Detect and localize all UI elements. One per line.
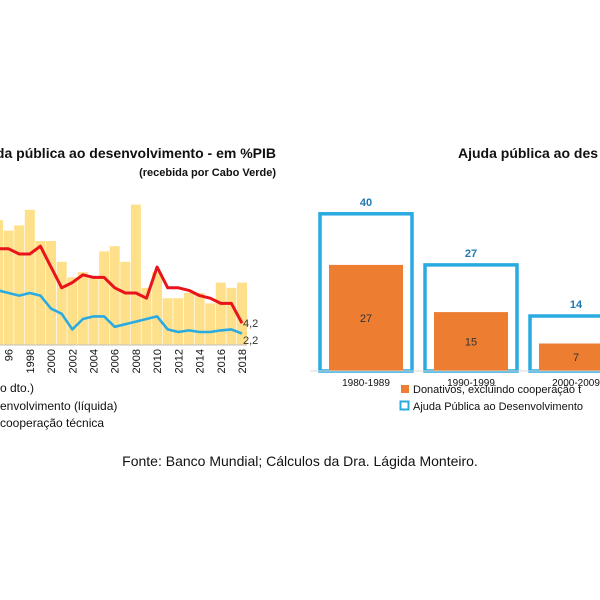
area-bar-2000 xyxy=(46,241,56,345)
x-tick-label-2010: 2010 xyxy=(152,349,164,373)
left-line-series xyxy=(0,244,244,335)
left-chart-title: Ajuda pública ao desenvolvimento - em %P… xyxy=(0,145,276,161)
right-chart: Ajuda pública ao des 40 27 27 15 14 7 1980-19… xyxy=(310,145,600,413)
area-bar-2015 xyxy=(205,303,216,345)
blue-series-line xyxy=(0,289,243,335)
area-bar-1995 xyxy=(0,220,3,345)
area-bar-2004 xyxy=(88,277,99,345)
left-area-series xyxy=(0,204,247,345)
apd-value-label: 27 xyxy=(465,248,477,260)
area-bar-2009 xyxy=(141,287,152,345)
area-bar-2014 xyxy=(194,293,205,345)
source-note: Fonte: Banco Mundial; Cálculos da Dra. L… xyxy=(122,453,478,469)
end-label-red: 4,2 xyxy=(243,318,258,330)
area-bar-2018 xyxy=(237,282,247,345)
area-bar-1997 xyxy=(14,225,25,345)
x-tick-label-1998: 1998 xyxy=(25,349,37,373)
x-tick-label-2004: 2004 xyxy=(89,349,101,373)
area-bar-2016 xyxy=(215,282,226,345)
area-bar-2005 xyxy=(99,251,110,345)
x-tick-label-2016: 2016 xyxy=(216,349,228,373)
left-legend-item-1: o dto.) xyxy=(0,381,34,395)
area-bar-2012 xyxy=(173,298,184,345)
left-legend-item-2: envolvimento (líquida) xyxy=(0,399,117,413)
right-legend: Donativos, excluindo cooperação t Ajuda … xyxy=(399,384,583,413)
right-legend-item-2: Ajuda Pública ao Desenvolvimento xyxy=(413,401,583,413)
x-tick-label-2018: 2018 xyxy=(237,349,249,373)
area-bar-1999 xyxy=(35,241,46,345)
category-label-1980-1989: 1980-1989 xyxy=(342,378,390,389)
x-tick-label-2014: 2014 xyxy=(195,349,207,373)
area-bar-2002 xyxy=(67,277,78,345)
area-bar-2008 xyxy=(130,204,141,345)
right-legend-item-1: Donativos, excluindo cooperação t xyxy=(413,384,581,396)
left-chart-subtitle: (recebida por Cabo Verde) xyxy=(139,167,276,179)
donativos-bar-1990-1999 xyxy=(434,312,508,372)
donativos-bar-1980-1989 xyxy=(329,264,403,371)
apd-value-label: 40 xyxy=(360,197,372,209)
donativos-bar-2000-2009 xyxy=(539,343,600,371)
left-x-tick-labels: 96 1998 2000 2002 2004 2006 2008 2010 2012 2014 20… xyxy=(4,349,249,373)
area-bar-2006 xyxy=(109,246,120,345)
red-series-line xyxy=(0,244,244,324)
area-bar-2017 xyxy=(226,287,237,345)
right-chart-title: Ajuda pública ao des xyxy=(458,145,598,161)
area-bar-1998 xyxy=(24,209,35,345)
category-label-1990-1999: 1990-1999 xyxy=(447,378,495,389)
legend-swatch-donativos xyxy=(401,385,409,393)
right-bar-series: 40 27 27 15 14 7 xyxy=(318,197,600,373)
area-bar-2003 xyxy=(77,272,88,345)
area-bar-2010 xyxy=(152,272,163,345)
x-tick-label-2012: 2012 xyxy=(173,349,185,373)
area-bar-1996 xyxy=(3,230,14,345)
area-bar-2011 xyxy=(162,298,173,345)
category-label-2000-2009: 2000-2009 xyxy=(552,378,600,389)
end-label-blue: 2,2 xyxy=(243,335,258,347)
donativos-value-label: 7 xyxy=(573,352,579,364)
area-bar-2001 xyxy=(56,261,67,345)
x-tick-label-2008: 2008 xyxy=(131,349,143,373)
legend-swatch-apd xyxy=(399,400,410,411)
area-bar-2007 xyxy=(120,261,131,345)
x-tick-label-2006: 2006 xyxy=(110,349,122,373)
right-category-labels: 1980-1989 1990-1999 2000-2009 xyxy=(342,378,600,389)
left-chart: Ajuda pública ao desenvolvimento - em %P… xyxy=(0,145,276,430)
area-bar-2013 xyxy=(184,293,194,345)
apd-value-label: 14 xyxy=(570,299,583,311)
x-tick-label-96: 96 xyxy=(4,349,16,361)
left-legend: o dto.) envolvimento (líquida) cooperaçã… xyxy=(0,381,117,430)
x-tick-label-2002: 2002 xyxy=(67,349,79,373)
donativos-value-label: 27 xyxy=(360,313,372,325)
donativos-value-label: 15 xyxy=(465,337,477,349)
x-tick-label-2000: 2000 xyxy=(46,349,58,373)
left-legend-item-3: cooperação técnica xyxy=(0,416,104,430)
